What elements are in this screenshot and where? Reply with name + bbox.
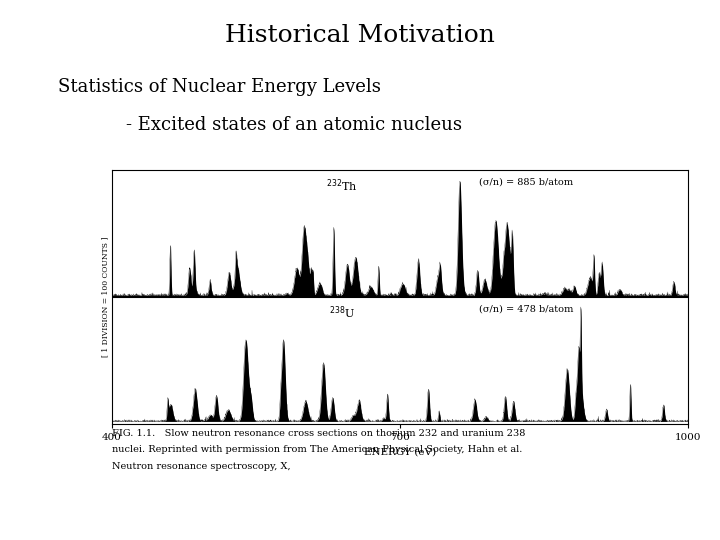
Text: $^{238}$U: $^{238}$U bbox=[329, 305, 355, 321]
Text: (σ/n) = 478 b/atom: (σ/n) = 478 b/atom bbox=[479, 305, 574, 314]
X-axis label: ENERGY (eV): ENERGY (eV) bbox=[364, 448, 436, 456]
Text: nuclei. Reprinted with permission from The American Physical Society, Hahn et al: nuclei. Reprinted with permission from T… bbox=[112, 446, 522, 455]
Text: FIG. 1.1.   Slow neutron resonance cross sections on thorium 232 and uranium 238: FIG. 1.1. Slow neutron resonance cross s… bbox=[112, 429, 525, 438]
Text: Statistics of Nuclear Energy Levels: Statistics of Nuclear Energy Levels bbox=[58, 78, 380, 96]
Text: Historical Motivation: Historical Motivation bbox=[225, 24, 495, 48]
Text: Neutron resonance spectroscopy, X,: Neutron resonance spectroscopy, X, bbox=[112, 462, 293, 471]
Text: (σ/n) = 885 b/atom: (σ/n) = 885 b/atom bbox=[480, 178, 573, 187]
Y-axis label: [ 1 DIVISION = 100 COUNTS ]: [ 1 DIVISION = 100 COUNTS ] bbox=[101, 237, 109, 357]
Text: - Excited states of an atomic nucleus: - Excited states of an atomic nucleus bbox=[126, 116, 462, 134]
Text: $^{232}$Th: $^{232}$Th bbox=[326, 178, 358, 194]
